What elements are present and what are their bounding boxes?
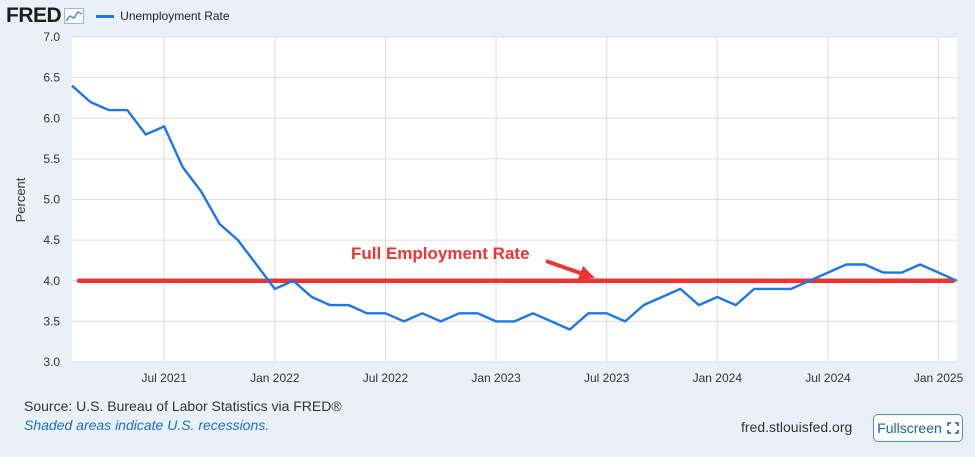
data-point bbox=[163, 125, 165, 127]
data-point bbox=[126, 109, 128, 111]
data-point bbox=[624, 320, 626, 322]
data-point bbox=[771, 288, 773, 290]
data-point bbox=[642, 304, 644, 306]
chart-header: FRED Unemployment Rate bbox=[6, 4, 230, 28]
x-tick-label: Jul 2023 bbox=[584, 371, 630, 385]
annotation-arrow bbox=[545, 259, 584, 276]
data-point bbox=[845, 263, 847, 265]
x-tick-label: Jan 2024 bbox=[693, 371, 743, 385]
data-point bbox=[440, 320, 442, 322]
annotation-arrow-head bbox=[578, 266, 595, 279]
annotation-label: Full Employment Rate bbox=[351, 244, 530, 263]
data-point bbox=[569, 328, 571, 330]
data-point bbox=[89, 101, 91, 103]
y-tick-label: 3.5 bbox=[43, 314, 60, 328]
data-point bbox=[200, 190, 202, 192]
x-tick-label: Jan 2023 bbox=[471, 371, 521, 385]
data-point bbox=[919, 263, 921, 265]
data-point bbox=[476, 312, 478, 314]
data-point bbox=[108, 109, 110, 111]
site-url[interactable]: fred.stlouisfed.org bbox=[741, 419, 853, 435]
y-tick-label: 3.0 bbox=[43, 355, 60, 369]
x-tick-label: Jan 2025 bbox=[914, 371, 964, 385]
data-point bbox=[532, 312, 534, 314]
x-tick-label: Jul 2021 bbox=[142, 371, 188, 385]
data-point bbox=[255, 263, 257, 265]
y-tick-label: 7.0 bbox=[43, 30, 60, 44]
data-point bbox=[513, 320, 515, 322]
data-point bbox=[864, 263, 866, 265]
legend-label[interactable]: Unemployment Rate bbox=[120, 9, 230, 23]
data-point bbox=[956, 280, 958, 282]
data-point bbox=[661, 296, 663, 298]
data-point bbox=[274, 288, 276, 290]
data-point bbox=[698, 304, 700, 306]
data-point bbox=[937, 271, 939, 273]
fullscreen-button[interactable]: Fullscreen bbox=[873, 414, 963, 442]
line-chart: 3.0 3.5 4.0 4.5 5.0 5.5 6.0 6.5 7.0 Jul 2021 Jan … bbox=[13, 30, 964, 385]
data-point bbox=[145, 133, 147, 135]
data-point bbox=[827, 271, 829, 273]
data-point bbox=[679, 288, 681, 290]
data-point bbox=[71, 85, 73, 87]
data-point bbox=[753, 288, 755, 290]
x-tick-label: Jul 2024 bbox=[805, 371, 851, 385]
fred-chart-icon bbox=[64, 8, 85, 24]
y-tick-label: 4.0 bbox=[43, 274, 60, 288]
legend-swatch bbox=[96, 14, 115, 18]
x-tick-label: Jan 2022 bbox=[250, 371, 300, 385]
data-point bbox=[292, 280, 294, 282]
data-point bbox=[790, 288, 792, 290]
data-point bbox=[808, 280, 810, 282]
data-point bbox=[458, 312, 460, 314]
data-point bbox=[550, 320, 552, 322]
data-point bbox=[384, 312, 386, 314]
y-tick-label: 5.0 bbox=[43, 193, 60, 207]
fred-logo[interactable]: FRED bbox=[6, 4, 62, 27]
y-tick-label: 4.5 bbox=[43, 233, 60, 247]
y-axis-label: Percent bbox=[13, 177, 28, 222]
y-tick-label: 5.5 bbox=[43, 152, 60, 166]
data-point bbox=[329, 304, 331, 306]
y-tick-label: 6.0 bbox=[43, 111, 60, 125]
data-point bbox=[882, 271, 884, 273]
source-note: Source: U.S. Bureau of Labor Statistics … bbox=[24, 398, 342, 414]
data-point bbox=[495, 320, 497, 322]
data-point bbox=[366, 312, 368, 314]
fullscreen-icon bbox=[946, 422, 959, 434]
data-point bbox=[900, 271, 902, 273]
data-point bbox=[218, 223, 220, 225]
fullscreen-label: Fullscreen bbox=[877, 420, 942, 436]
data-point bbox=[181, 166, 183, 168]
x-tick-label: Jul 2022 bbox=[363, 371, 409, 385]
data-point bbox=[347, 304, 349, 306]
data-point bbox=[421, 312, 423, 314]
data-point bbox=[403, 320, 405, 322]
data-point bbox=[310, 296, 312, 298]
recession-note: Shaded areas indicate U.S. recessions. bbox=[24, 417, 270, 433]
unemployment-rate-line bbox=[71, 84, 958, 331]
y-tick-label: 6.5 bbox=[43, 71, 60, 85]
data-point bbox=[716, 296, 718, 298]
data-point bbox=[605, 312, 607, 314]
data-point bbox=[735, 304, 737, 306]
data-point bbox=[237, 239, 239, 241]
data-point bbox=[587, 312, 589, 314]
